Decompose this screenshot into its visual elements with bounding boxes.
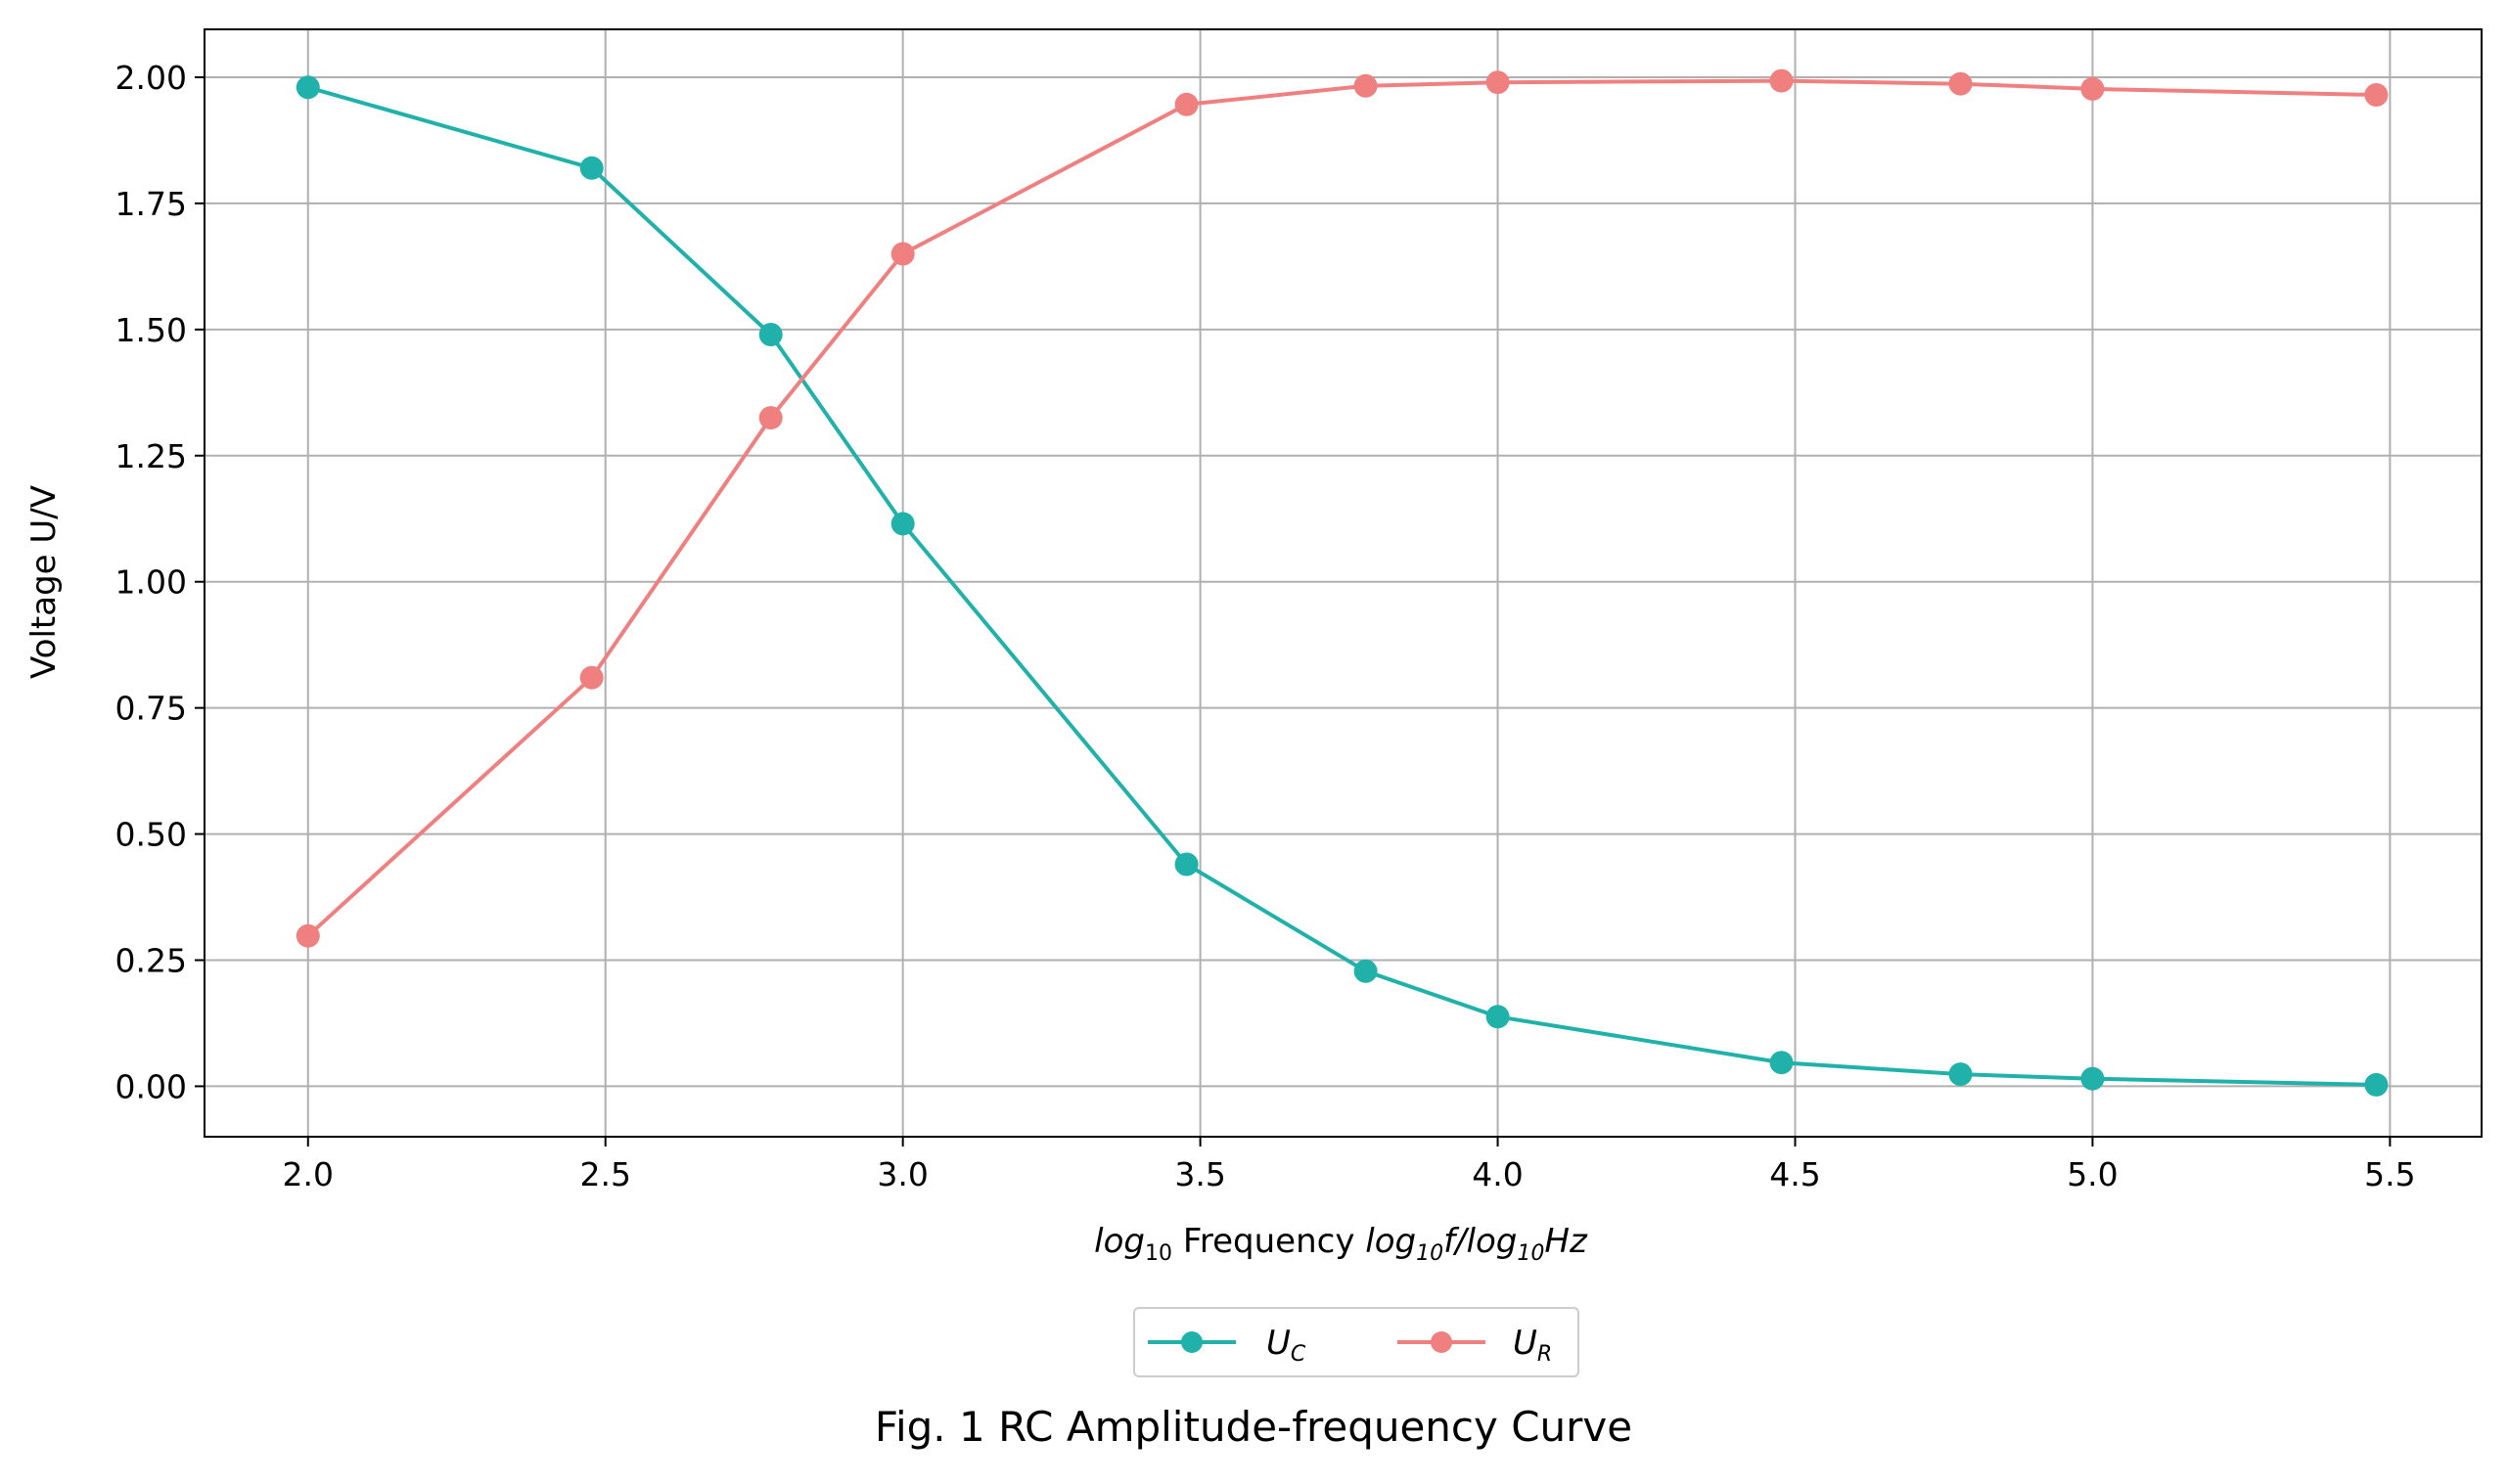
- data-point-uc: [1769, 1051, 1794, 1075]
- data-point-uc: [1353, 959, 1378, 983]
- y-tick-label: 0.25: [115, 941, 187, 979]
- legend-label-uc: UC: [1266, 1324, 1306, 1367]
- y-tick-label: 1.75: [115, 185, 187, 223]
- data-point-ur: [1769, 68, 1794, 93]
- data-point-ur: [2364, 83, 2389, 107]
- data-point-ur: [1485, 70, 1510, 95]
- y-axis-label: Voltage U/V: [24, 485, 64, 679]
- legend-entry-ur: UR: [1397, 1324, 1552, 1367]
- data-point-uc: [296, 75, 320, 100]
- legend-box: [1133, 1307, 1579, 1377]
- grid: [205, 29, 2482, 1137]
- x-tick-label: 2.0: [283, 1155, 334, 1193]
- y-tick-label: 0.75: [115, 690, 187, 728]
- x-axis: 2.0 2.5 3.0 3.5 4.0 4.5 5.0 5.5: [283, 1137, 2416, 1193]
- data-point-uc: [1485, 1005, 1510, 1029]
- data-point-uc: [1174, 852, 1199, 877]
- data-point-ur: [579, 665, 604, 690]
- y-tick-label: 1.00: [115, 563, 187, 602]
- y-axis: 0.00 0.25 0.50 0.75 1.00 1.25 1.50 1.75 2.00: [115, 59, 205, 1105]
- y-tick-label: 0.00: [115, 1067, 187, 1105]
- data-point-ur: [1174, 92, 1199, 116]
- y-tick-label: 2.00: [115, 59, 187, 97]
- legend: UC UR: [1133, 1307, 1579, 1377]
- x-tick-label: 5.5: [2364, 1155, 2415, 1193]
- legend-marker-uc: [1181, 1331, 1203, 1353]
- y-tick-label: 1.50: [115, 311, 187, 349]
- x-tick-label: 3.0: [877, 1155, 928, 1193]
- data-point-ur: [890, 242, 915, 266]
- data-point-uc: [2364, 1072, 2389, 1097]
- series-ur: [296, 68, 2389, 948]
- data-point-ur: [1948, 71, 1973, 96]
- x-tick-label: 4.0: [1472, 1155, 1523, 1193]
- x-axis-label: log10 Frequency log10f/log10Hz: [1094, 1222, 1588, 1266]
- x-tick-label: 5.0: [2067, 1155, 2118, 1193]
- data-point-uc: [890, 512, 915, 536]
- data-point-ur: [296, 923, 320, 948]
- legend-label-ur: UR: [1513, 1324, 1552, 1367]
- plot-frame: [204, 28, 2483, 1138]
- data-point-uc: [758, 323, 783, 346]
- y-tick-label: 1.25: [115, 437, 187, 475]
- figure-caption: Fig. 1 RC Amplitude-frequency Curve: [875, 1403, 1632, 1451]
- x-tick-label: 4.5: [1769, 1155, 1820, 1193]
- series-uc: [296, 75, 2389, 1097]
- data-point-ur: [1353, 73, 1378, 98]
- data-point-uc: [579, 156, 604, 180]
- data-point-ur: [758, 406, 783, 430]
- x-tick-label: 3.5: [1174, 1155, 1225, 1193]
- legend-marker-ur: [1431, 1331, 1452, 1353]
- y-tick-label: 0.50: [115, 816, 187, 854]
- data-point-uc: [2080, 1066, 2105, 1091]
- legend-entry-uc: UC: [1148, 1324, 1306, 1367]
- x-tick-label: 2.5: [579, 1155, 630, 1193]
- data-point-uc: [1948, 1062, 1973, 1087]
- data-point-ur: [2080, 76, 2105, 101]
- series-layer: [296, 68, 2389, 1097]
